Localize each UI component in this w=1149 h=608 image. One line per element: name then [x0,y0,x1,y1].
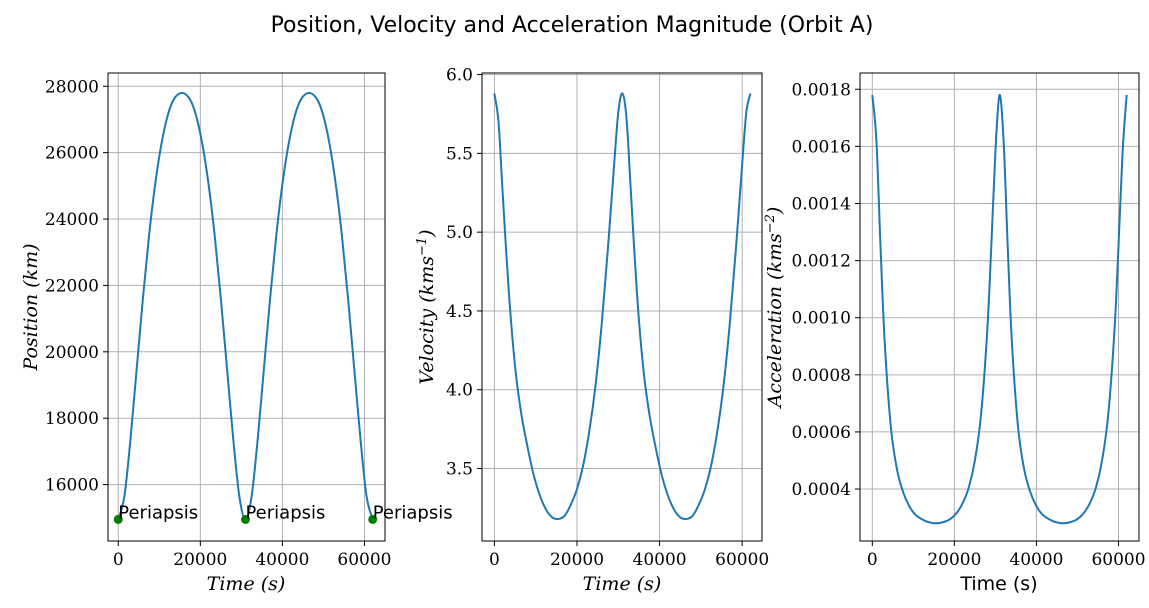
position-series-line [117,91,374,521]
velocity-y-tick-label: 5.5 [446,144,473,164]
acceleration-series [871,93,1128,525]
velocity-y-tick-label: 6.0 [446,66,473,86]
position-y-tick-label: 24000 [45,210,99,230]
periapsis-marker [240,514,250,524]
acceleration-y-tick-label: 0.0014 [792,194,851,214]
acceleration-y-tick-label: 0.0018 [792,80,851,100]
periapsis-label: Periapsis [373,502,453,523]
position-axes-frame [107,72,386,542]
velocity-y-axis-label: Velocity (kms−1) [415,229,438,384]
acceleration-y-tick-label: 0.0012 [792,252,851,272]
acceleration-x-tick-label: 60000 [1091,550,1145,570]
velocity-x-axis-label: Time (s) [583,573,662,595]
acceleration-x-tick-label: 0 [867,550,878,570]
periapsis-marker [368,514,378,524]
acceleration-y-axis-label: Acceleration (kms−2) [763,207,786,410]
velocity-y-tick-label: 4.5 [446,302,473,322]
periapsis-marker [113,514,123,524]
position-series [117,91,374,521]
acceleration-grid [860,73,1139,541]
position-y-tick-label: 26000 [45,144,99,164]
periapsis-label: Periapsis [245,502,325,523]
acceleration-y-tick-label: 0.0008 [792,366,851,386]
position-x-tick-label: 0 [113,550,124,570]
position-x-tick-label: 20000 [173,550,227,570]
velocity-grid [482,73,762,541]
velocity-subplot: 0 20000 40000 60000 3.5 4.0 4.5 5.0 5.5 6.0 Time … [415,66,769,595]
periapsis-markers: Periapsis Periapsis Periapsis [113,502,453,524]
acceleration-y-tick-label: 0.0004 [792,480,851,500]
acceleration-subplot: 0 20000 40000 60000 0.0004 0.0006 0.0008 0.0010… [763,72,1146,595]
position-x-axis-label: Time (s) [207,573,286,595]
position-x-tick-label: 60000 [337,550,391,570]
acceleration-x-tick-label: 40000 [1009,550,1063,570]
acceleration-y-tick-label: 0.0016 [792,137,851,157]
velocity-x-tick-label: 40000 [633,550,687,570]
position-y-tick-label: 22000 [45,276,99,296]
acceleration-axes-frame [859,72,1140,542]
acceleration-y-tick-label: 0.0010 [792,309,851,329]
position-grid [108,73,385,541]
position-subplot: Periapsis Periapsis Periapsis 0 20000 40000 6… [20,72,453,595]
acceleration-x-axis-label: Time (s) [959,573,1037,595]
velocity-series [493,92,752,521]
velocity-x-tick-label: 60000 [715,550,769,570]
velocity-ticks: 0 20000 40000 60000 3.5 4.0 4.5 5.0 5.5 6.0 [446,66,769,570]
acceleration-series-line [871,93,1128,525]
figure-title: Position, Velocity and Acceleration Magn… [271,13,874,38]
position-y-tick-label: 28000 [45,77,99,97]
velocity-y-tick-label: 4.0 [446,381,473,401]
acceleration-ticks: 0 20000 40000 60000 0.0004 0.0006 0.0008 0.0010… [792,80,1146,570]
velocity-axes-frame [481,72,763,542]
position-y-tick-label: 20000 [45,343,99,363]
acceleration-y-tick-label: 0.0006 [792,423,851,443]
periapsis-label: Periapsis [118,502,198,523]
velocity-series-line [493,92,752,521]
position-ticks: 0 20000 40000 60000 16000 18000 20000 22000 2400… [45,77,392,570]
position-y-tick-label: 16000 [45,476,99,496]
velocity-x-tick-label: 20000 [550,550,604,570]
velocity-y-tick-label: 3.5 [446,460,473,480]
position-y-tick-label: 18000 [45,409,99,429]
velocity-x-tick-label: 0 [489,550,500,570]
velocity-y-tick-label: 5.0 [446,223,473,243]
position-y-axis-label: Position (km) [20,243,42,371]
acceleration-x-tick-label: 20000 [927,550,981,570]
position-x-tick-label: 40000 [255,550,309,570]
